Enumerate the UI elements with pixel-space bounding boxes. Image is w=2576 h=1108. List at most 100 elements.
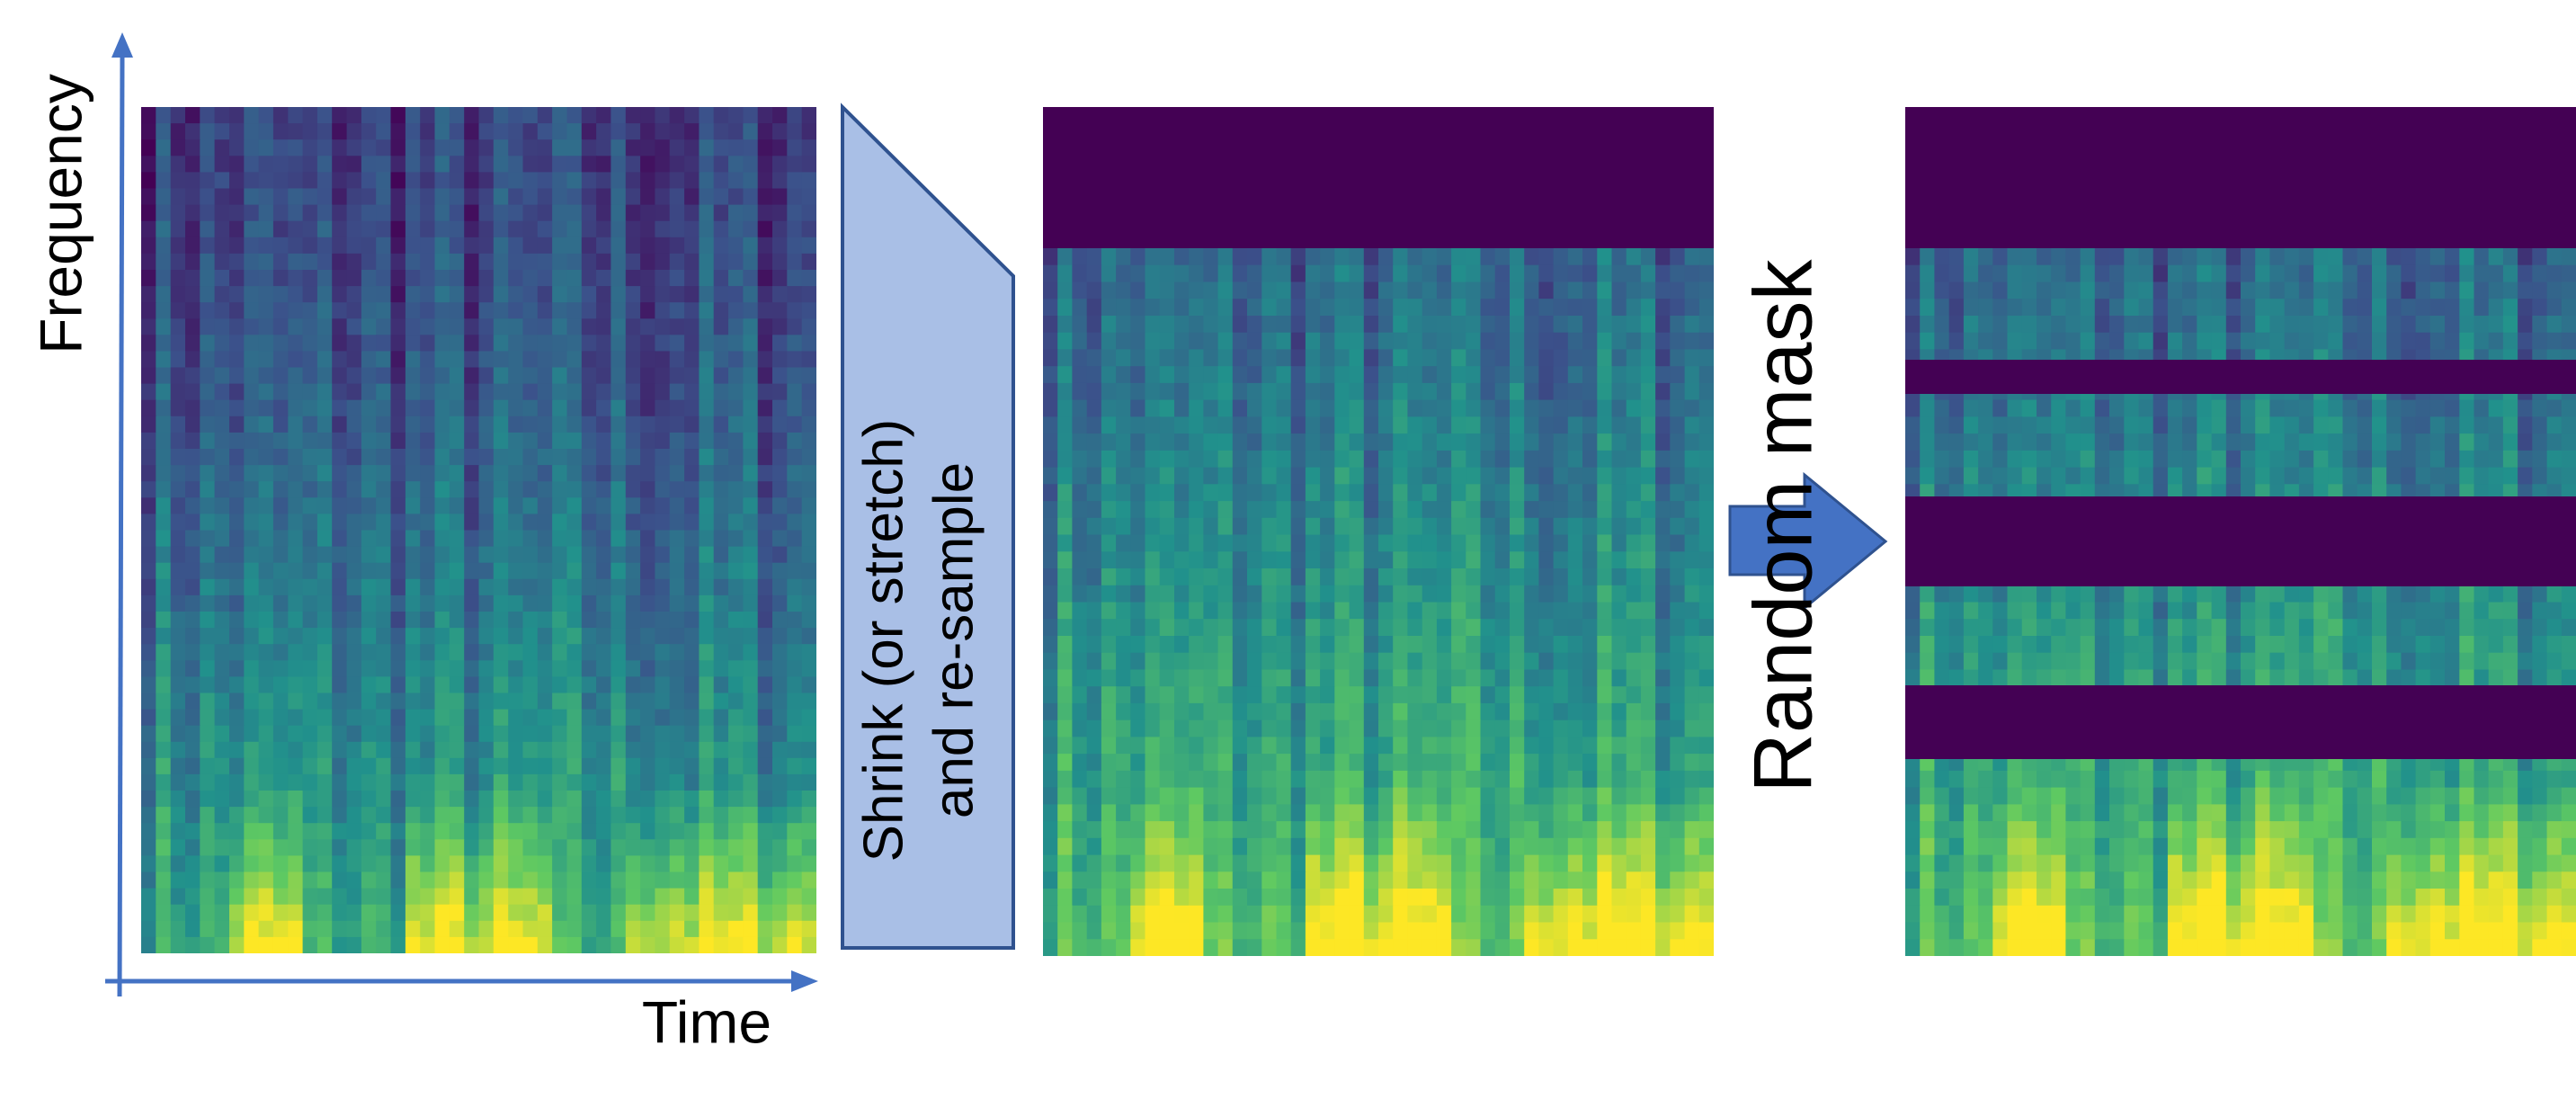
pixel xyxy=(316,172,333,190)
pixel xyxy=(1217,770,1234,789)
pixel xyxy=(1422,636,1438,654)
pixel xyxy=(376,676,392,694)
pixel xyxy=(316,449,333,466)
pixel xyxy=(669,823,685,841)
pixel xyxy=(757,578,773,596)
pixel xyxy=(1393,316,1409,334)
pixel xyxy=(713,220,729,238)
pixel xyxy=(185,253,201,271)
pixel xyxy=(640,904,656,922)
pixel xyxy=(2138,281,2154,299)
pixel xyxy=(1422,602,1438,620)
pixel xyxy=(200,578,216,596)
pixel xyxy=(346,270,362,287)
pixel xyxy=(1290,484,1306,502)
pixel xyxy=(1174,264,1190,283)
pixel xyxy=(229,253,245,271)
pixel xyxy=(316,757,333,775)
pixel xyxy=(1086,686,1102,704)
pixel xyxy=(713,432,729,450)
pixel xyxy=(1189,467,1205,486)
pixel xyxy=(1422,922,1438,940)
pixel xyxy=(346,773,362,791)
pixel xyxy=(2225,399,2242,418)
pixel xyxy=(420,416,436,433)
pixel xyxy=(493,871,509,889)
pixel xyxy=(434,791,450,808)
pixel xyxy=(420,741,436,759)
pixel xyxy=(1393,702,1409,721)
pixel xyxy=(1494,669,1511,687)
pixel xyxy=(493,709,509,727)
pixel xyxy=(581,432,597,450)
pixel xyxy=(1466,939,1482,956)
pixel xyxy=(141,562,157,580)
pixel xyxy=(2401,248,2417,266)
pixel xyxy=(508,302,524,320)
pixel xyxy=(2269,467,2286,486)
pixel xyxy=(434,107,450,124)
pixel xyxy=(200,514,216,532)
pixel xyxy=(2357,299,2373,317)
pixel xyxy=(272,773,289,791)
pixel xyxy=(244,546,260,564)
pixel xyxy=(1086,602,1102,620)
pixel xyxy=(1086,264,1102,283)
pixel xyxy=(434,432,450,450)
pixel xyxy=(2518,264,2534,283)
pixel xyxy=(1276,585,1292,603)
pixel xyxy=(376,302,392,320)
pixel xyxy=(1057,399,1074,418)
pixel xyxy=(537,237,553,255)
pixel xyxy=(1992,450,2009,469)
pixel xyxy=(522,660,539,678)
pixel xyxy=(2094,316,2110,334)
pixel xyxy=(611,449,627,466)
pixel xyxy=(1334,939,1350,956)
pixel xyxy=(1320,332,1336,351)
pixel xyxy=(1510,568,1525,586)
pixel xyxy=(1232,787,1248,806)
pixel xyxy=(2357,264,2373,283)
pixel xyxy=(1363,871,1379,889)
pixel xyxy=(1684,281,1700,299)
pixel xyxy=(493,188,509,206)
pixel xyxy=(229,220,245,238)
pixel xyxy=(1978,248,1994,266)
pixel xyxy=(1538,349,1555,367)
pixel xyxy=(552,807,568,824)
pixel xyxy=(1145,837,1161,856)
pixel xyxy=(1670,585,1686,603)
pixel xyxy=(1611,382,1627,401)
pixel xyxy=(244,920,260,938)
pixel xyxy=(288,660,304,678)
pixel xyxy=(1116,922,1132,940)
pixel xyxy=(1407,719,1423,738)
pixel xyxy=(1174,484,1190,502)
pixel xyxy=(2153,433,2169,451)
pixel xyxy=(537,481,553,499)
pixel xyxy=(1407,399,1423,418)
pixel xyxy=(361,936,377,953)
pixel xyxy=(1524,316,1540,334)
pixel xyxy=(214,139,230,157)
pixel xyxy=(552,123,568,140)
pixel xyxy=(1684,501,1700,519)
pixel xyxy=(566,497,583,515)
pixel xyxy=(1524,686,1540,704)
pixel xyxy=(1043,905,1058,924)
pixel xyxy=(346,367,362,385)
pixel xyxy=(1948,433,1965,451)
pixel xyxy=(1494,905,1511,924)
pixel xyxy=(2561,281,2576,299)
pixel xyxy=(288,888,304,906)
pixel xyxy=(1305,316,1321,334)
pixel xyxy=(1510,517,1525,536)
pixel xyxy=(640,530,656,548)
pixel xyxy=(156,773,172,791)
pixel xyxy=(801,432,816,450)
pixel xyxy=(1232,619,1248,637)
pixel xyxy=(1597,669,1613,687)
pixel xyxy=(1655,399,1671,418)
pixel xyxy=(1597,501,1613,519)
